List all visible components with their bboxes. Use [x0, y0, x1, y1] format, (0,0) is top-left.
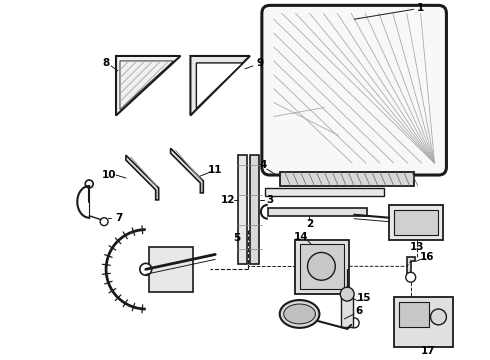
Bar [394, 297, 453, 347]
Ellipse shape [280, 300, 319, 328]
Text: 3: 3 [266, 195, 273, 205]
Bar [299, 244, 344, 289]
Bar [280, 172, 414, 186]
Text: 7: 7 [115, 213, 122, 223]
Bar [399, 302, 429, 327]
Circle shape [349, 318, 359, 328]
Circle shape [340, 287, 354, 301]
Circle shape [406, 272, 416, 282]
Polygon shape [191, 56, 250, 116]
Bar [250, 155, 259, 264]
Text: 8: 8 [102, 58, 110, 68]
Bar [265, 188, 384, 196]
Text: 17: 17 [421, 346, 436, 356]
Circle shape [431, 309, 446, 325]
Text: 13: 13 [410, 243, 424, 252]
Text: 14: 14 [294, 231, 309, 242]
Bar [389, 205, 443, 239]
Text: 12: 12 [221, 195, 235, 205]
Bar [341, 297, 353, 327]
Polygon shape [126, 155, 159, 200]
Text: 16: 16 [419, 252, 434, 262]
FancyBboxPatch shape [262, 5, 446, 175]
Circle shape [100, 218, 108, 226]
Polygon shape [196, 63, 243, 109]
Text: 15: 15 [357, 293, 371, 303]
Bar [149, 247, 194, 292]
Bar [238, 155, 247, 264]
Bar [294, 239, 349, 294]
Circle shape [308, 252, 335, 280]
Ellipse shape [284, 304, 316, 324]
Bar [268, 208, 367, 216]
Polygon shape [116, 56, 180, 116]
Polygon shape [407, 257, 415, 274]
Text: 2: 2 [306, 219, 313, 229]
Polygon shape [171, 148, 203, 193]
Text: 6: 6 [355, 306, 363, 316]
Text: 1: 1 [417, 3, 424, 13]
Circle shape [85, 180, 93, 188]
Bar [394, 210, 439, 235]
Text: 10: 10 [102, 170, 116, 180]
Text: 11: 11 [208, 165, 222, 175]
Text: 9: 9 [256, 58, 264, 68]
Circle shape [140, 264, 152, 275]
Text: 5: 5 [233, 233, 241, 243]
Text: 4: 4 [259, 160, 267, 170]
